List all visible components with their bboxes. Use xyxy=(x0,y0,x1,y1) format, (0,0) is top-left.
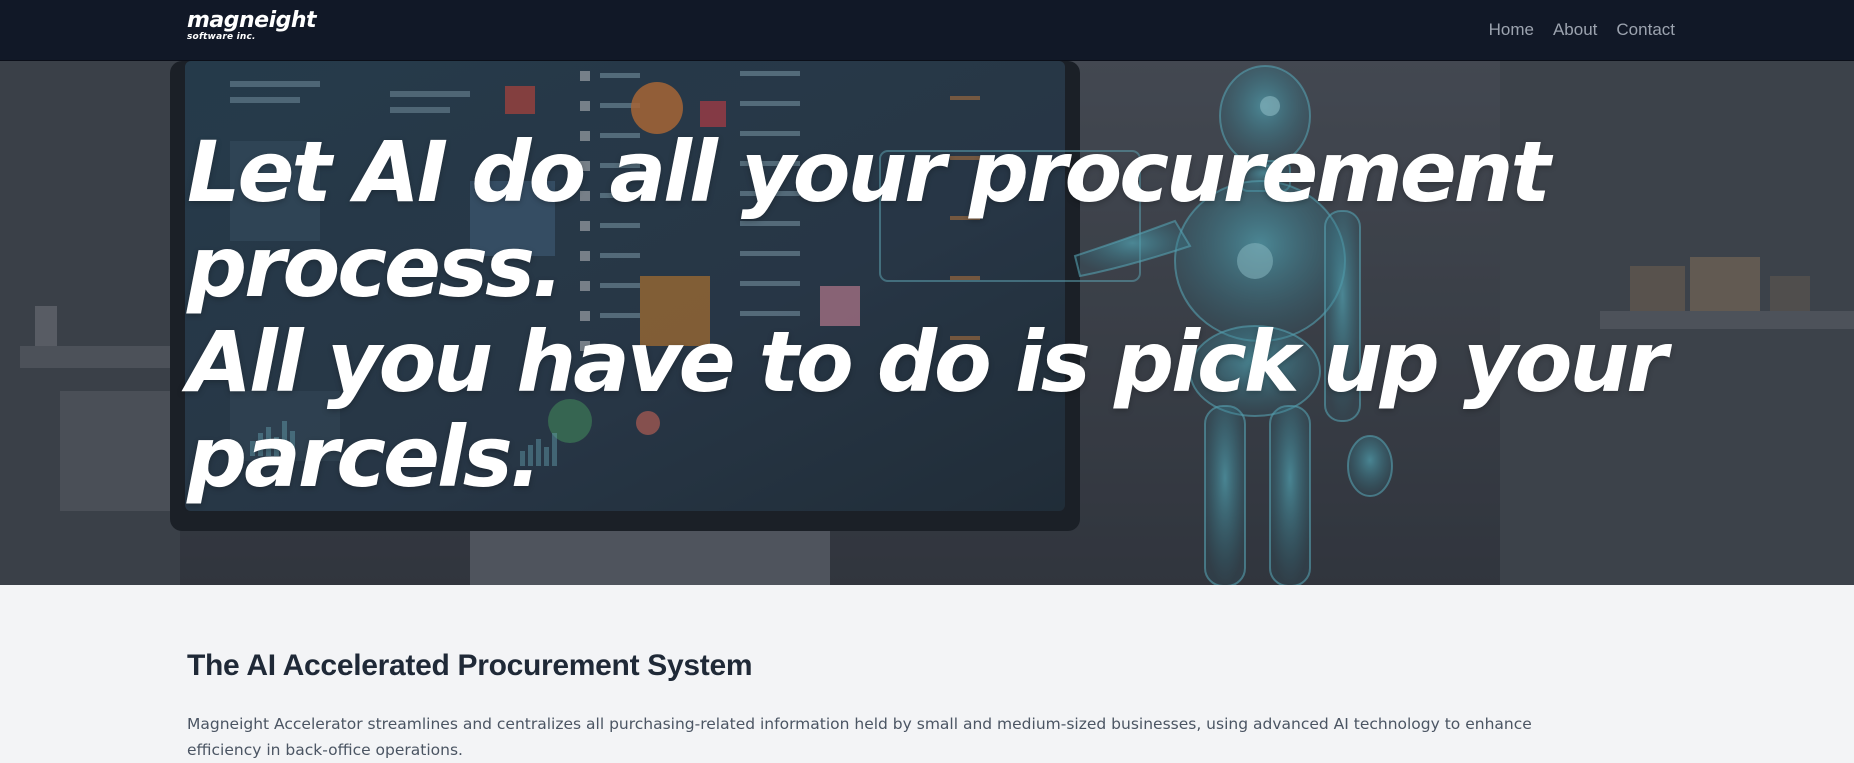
logo-wordmark: magneight xyxy=(187,8,317,33)
hero-headline-line-3: All you have to do is pick up your xyxy=(187,313,1668,411)
nav-home-link[interactable]: Home xyxy=(1488,20,1534,39)
nav-contact-link[interactable]: Contact xyxy=(1616,20,1675,39)
main-nav: Home About Contact xyxy=(1489,20,1675,40)
brand-logo[interactable]: magneight software inc. xyxy=(187,8,317,42)
section-description: Magneight Accelerator streamlines and ce… xyxy=(187,715,1532,759)
hero-headline-line-4: parcels. xyxy=(187,408,542,506)
hero-overlay xyxy=(0,61,1854,585)
hero-headline-line-1: Let AI do all your procurement xyxy=(187,123,1551,221)
hero-headline-line-2: process. xyxy=(187,218,564,316)
hero-banner: Let AI do all your procurement process. … xyxy=(0,61,1854,585)
logo-tagline: software inc. xyxy=(187,32,256,42)
hero-background-image xyxy=(0,61,1854,585)
top-navbar: magneight software inc. Home About Conta… xyxy=(0,0,1854,61)
nav-about-link[interactable]: About xyxy=(1552,20,1598,39)
intro-section: The AI Accelerated Procurement System Ma… xyxy=(0,585,1854,759)
hero-headline: Let AI do all your procurement process. … xyxy=(187,125,1687,505)
section-title: The AI Accelerated Procurement System xyxy=(187,649,753,682)
